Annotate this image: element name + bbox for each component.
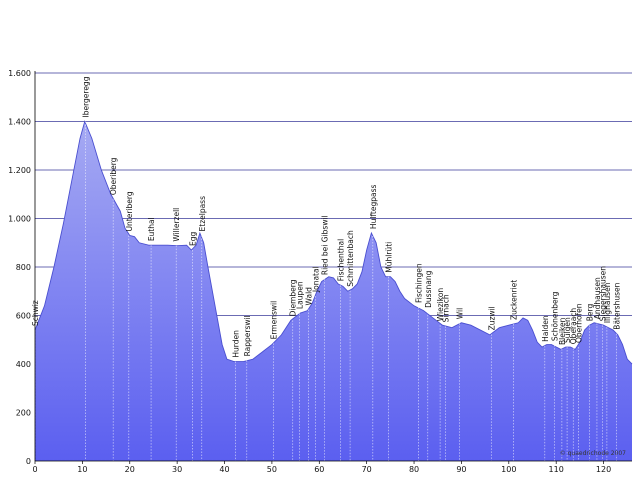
waypoint-label: Dussnang [424,270,433,307]
waypoint-label: Bätershusen [612,282,621,329]
waypoint-labels: Schwiz Ibergeregg Oberiberg Unteriberg Eutha… [31,76,621,357]
y-tick-label: 1.200 [8,166,31,175]
x-tick-label: 40 [219,465,229,474]
y-tick-label: 1.000 [8,215,31,224]
x-tick-label: 120 [596,465,611,474]
axes: 0 200 400 600 800 1.000 1.200 1.400 1.600 0 10 20 30… [8,69,632,474]
y-tick-label: 400 [16,360,31,369]
waypoint-label: Zuzwil [487,306,496,330]
x-tick-label: 90 [456,465,466,474]
waypoint-label: Halden [541,315,550,342]
area-series [34,120,633,461]
waypoint-label: Oberiberg [109,157,118,195]
y-tick-label: 1.600 [8,69,31,78]
y-tick-label: 1.400 [8,118,31,127]
waypoint-label: Wald [304,287,313,306]
x-tick-label: 60 [314,465,324,474]
waypoint-label: Laupen [295,281,304,309]
waypoint-label: Jonatal [311,266,320,293]
waypoint-label: Hurden [231,330,240,358]
waypoint-label: Ried bei Gibswil [320,215,329,275]
waypoint-label: Unteriberg [125,191,134,231]
x-tick-label: 80 [409,465,419,474]
waypoint-label: Oberaach [569,308,578,345]
waypoint-label: Schwiz [31,300,40,326]
x-tick-label: 50 [267,465,277,474]
waypoint-label: Bleiken [558,317,567,345]
waypoint-label: Berg [585,303,594,321]
x-tick-label: 0 [32,465,37,474]
waypoint-label: Mühlrüti [384,242,393,273]
elevation-area [35,121,632,461]
waypoint-label: Etzelpass [198,196,207,232]
waypoint-label: Sulgen [563,317,572,343]
waypoint-label: Sirnach [441,294,450,322]
waypoint-label: Fischenthal [337,239,346,281]
waypoint-label: Ermenswil [269,301,278,340]
waypoint-label: Fischingen [414,263,423,303]
waypoint-label: Diemberg [289,279,298,316]
waypoint-label: Andhausen [593,277,602,319]
y-tick-label: 0 [26,457,31,466]
waypoint-label: Ibergeregg [82,76,91,117]
waypoint-markers [34,121,617,461]
elevation-line [34,120,633,365]
x-tick-label: 30 [172,465,182,474]
y-tick-label: 200 [16,409,31,418]
waypoint-label: Siegershausen [599,266,608,321]
x-tick-label: 20 [125,465,135,474]
x-tick-label: 70 [362,465,372,474]
waypoint-label: Rapperswil [243,315,252,356]
waypoint-label: Illighausen [603,282,612,323]
waypoint-label: Hulftegpass [369,184,378,229]
x-tick-label: 110 [549,465,564,474]
waypoint-label: Wil [456,308,465,319]
y-tick-label: 800 [16,263,31,272]
waypoint-label: Willerzell [172,208,181,242]
waypoint-label: Oberhofen [574,303,583,343]
waypoint-label: Schönenberg [550,291,559,341]
waypoint-label: Egg [188,232,197,246]
watermark: © quaedrichode 2007 [560,450,626,457]
x-tick-label: 100 [501,465,516,474]
waypoint-label: Zuckenriet [510,280,519,320]
waypoint-label: Euthal [147,217,156,241]
waypoint-label: Wiezikon [436,288,445,322]
y-tick-label: 600 [16,312,31,321]
waypoint-label: Schmittenbach [346,230,355,287]
x-tick-label: 10 [77,465,87,474]
